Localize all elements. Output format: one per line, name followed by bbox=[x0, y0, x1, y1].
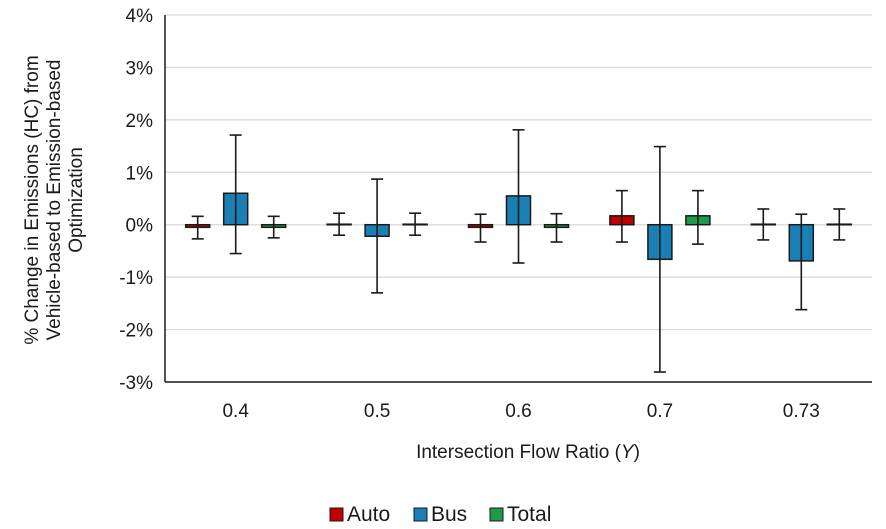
legend-label-bus: Bus bbox=[431, 503, 467, 526]
y-tick-label: 3% bbox=[126, 58, 154, 79]
legend-swatch-bus bbox=[413, 507, 428, 522]
y-axis-title-line-3: Optimization bbox=[66, 147, 87, 253]
legend-label-auto: Auto bbox=[347, 503, 390, 526]
legend-label-total: Total bbox=[507, 503, 551, 526]
y-axis-title-line-2: Vehicle-based to Emission-based bbox=[44, 60, 65, 341]
y-tick-label: 4% bbox=[126, 6, 154, 27]
y-tick-label: 1% bbox=[126, 163, 154, 184]
y-tick-label: -3% bbox=[119, 373, 153, 394]
y-tick-label: 0% bbox=[126, 216, 154, 237]
y-axis-title-line-1: % Change in Emissions (HC) from bbox=[22, 55, 43, 344]
error-bars bbox=[191, 129, 846, 373]
x-axis-ticks: 0.4 0.5 0.6 0.7 0.73 bbox=[222, 401, 819, 422]
legend: Auto Bus Total bbox=[329, 503, 551, 526]
x-tick-label: 0.5 bbox=[364, 401, 390, 422]
y-axis-title: % Change in Emissions (HC) from Vehicle-… bbox=[22, 55, 87, 344]
x-tick-label: 0.6 bbox=[505, 401, 531, 422]
legend-swatch-total bbox=[489, 507, 504, 522]
x-tick-label: 0.7 bbox=[647, 401, 673, 422]
x-tick-label: 0.4 bbox=[222, 401, 249, 422]
y-tick-label: -1% bbox=[119, 268, 153, 289]
y-tick-label: 2% bbox=[126, 111, 154, 132]
legend-swatch-auto bbox=[329, 507, 344, 522]
x-tick-label: 0.73 bbox=[783, 401, 820, 422]
y-tick-label: -2% bbox=[119, 321, 153, 342]
x-axis-title: Intersection Flow Ratio (Y) bbox=[416, 442, 640, 463]
y-axis-ticks: -3% -2% -1% 0% 1% 2% 3% 4% bbox=[119, 6, 153, 394]
